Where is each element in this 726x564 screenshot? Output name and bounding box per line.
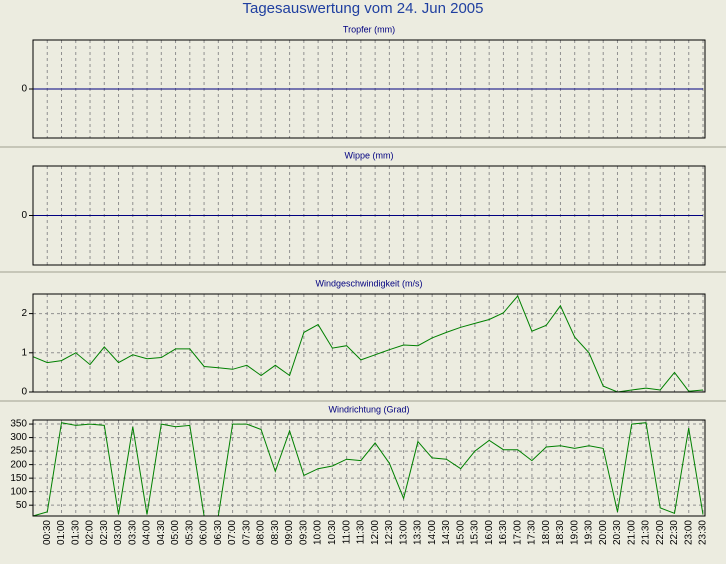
- x-tick-label: 10:00: [313, 520, 324, 545]
- x-tick-label: 03:30: [127, 520, 138, 545]
- y-tick-label: 100: [10, 486, 27, 497]
- x-tick-label: 10:30: [327, 520, 338, 545]
- plot-frame: [32, 419, 706, 517]
- page-title: Tagesauswertung vom 24. Jun 2005: [243, 0, 484, 17]
- x-tick-label: 00:30: [42, 520, 53, 545]
- x-tick-label: 16:30: [498, 520, 509, 545]
- x-tick-label: 16:00: [484, 520, 495, 545]
- x-tick-label: 11:30: [356, 520, 367, 545]
- x-tick-label: 06:30: [213, 520, 224, 545]
- chart-title: Windrichtung (Grad): [328, 404, 409, 414]
- y-tick-label: 1: [21, 347, 27, 358]
- x-tick-label: 13:30: [413, 520, 424, 545]
- x-tick-label: 15:30: [470, 520, 481, 545]
- x-tick-label: 20:30: [612, 520, 623, 545]
- x-tick-label: 14:30: [441, 520, 452, 545]
- x-tick-label: 11:00: [341, 520, 352, 545]
- x-tick-label: 03:00: [113, 520, 124, 545]
- y-tick-label: 200: [10, 459, 27, 470]
- x-tick-label: 18:30: [555, 520, 566, 545]
- y-tick-label: 0: [21, 210, 27, 221]
- y-tick-label: 0: [21, 84, 27, 95]
- y-tick-label: 2: [21, 308, 27, 319]
- y-tick-label: 50: [16, 500, 28, 511]
- x-tick-label: 13:00: [398, 520, 409, 545]
- x-tick-label: 05:30: [184, 520, 195, 545]
- x-tick-label: 23:00: [683, 520, 694, 545]
- plot-frame: [32, 293, 706, 393]
- x-tick-label: 04:30: [156, 520, 167, 545]
- plot-frame: [32, 165, 706, 266]
- x-tick-label: 17:30: [527, 520, 538, 545]
- x-tick-label: 15:00: [455, 520, 466, 545]
- x-tick-label: 20:00: [598, 520, 609, 545]
- plot-frame: [32, 39, 706, 139]
- x-tick-label: 22:30: [669, 520, 680, 545]
- x-tick-label: 23:30: [698, 520, 709, 545]
- x-tick-label: 12:30: [384, 520, 395, 545]
- x-tick-label: 19:00: [569, 520, 580, 545]
- y-tick-label: 250: [10, 446, 27, 457]
- data-line: [32, 422, 704, 517]
- y-tick-label: 150: [10, 473, 27, 484]
- x-tick-label: 07:00: [227, 520, 238, 545]
- x-tick-label: 02:00: [85, 520, 96, 545]
- y-tick-label: 0: [21, 387, 27, 398]
- x-tick-label: 08:30: [270, 520, 281, 545]
- x-tick-label: 06:00: [199, 520, 210, 545]
- x-tick-label: 19:30: [584, 520, 595, 545]
- x-tick-label: 09:00: [284, 520, 295, 545]
- x-tick-label: 21:30: [641, 520, 652, 545]
- x-tick-label: 01:30: [70, 520, 81, 545]
- x-tick-label: 09:30: [298, 520, 309, 545]
- x-tick-label: 18:00: [541, 520, 552, 545]
- y-tick-label: 300: [10, 432, 27, 443]
- chart-title: Wippe (mm): [345, 150, 394, 160]
- x-tick-label: 02:30: [99, 520, 110, 545]
- chart-title: Tropfer (mm): [343, 24, 395, 34]
- data-line: [32, 295, 704, 393]
- x-tick-label: 04:00: [142, 520, 153, 545]
- x-tick-label: 08:00: [256, 520, 267, 545]
- x-tick-label: 01:00: [56, 520, 67, 545]
- x-tick-label: 21:00: [626, 520, 637, 545]
- x-tick-label: 17:00: [512, 520, 523, 545]
- y-tick-label: 350: [10, 419, 27, 430]
- chart-title: Windgeschwindigkeit (m/s): [315, 278, 422, 288]
- x-tick-label: 12:00: [370, 520, 381, 545]
- x-tick-label: 22:00: [655, 520, 666, 545]
- x-tick-label: 07:30: [241, 520, 252, 545]
- x-tick-label: 14:00: [427, 520, 438, 545]
- x-tick-label: 05:00: [170, 520, 181, 545]
